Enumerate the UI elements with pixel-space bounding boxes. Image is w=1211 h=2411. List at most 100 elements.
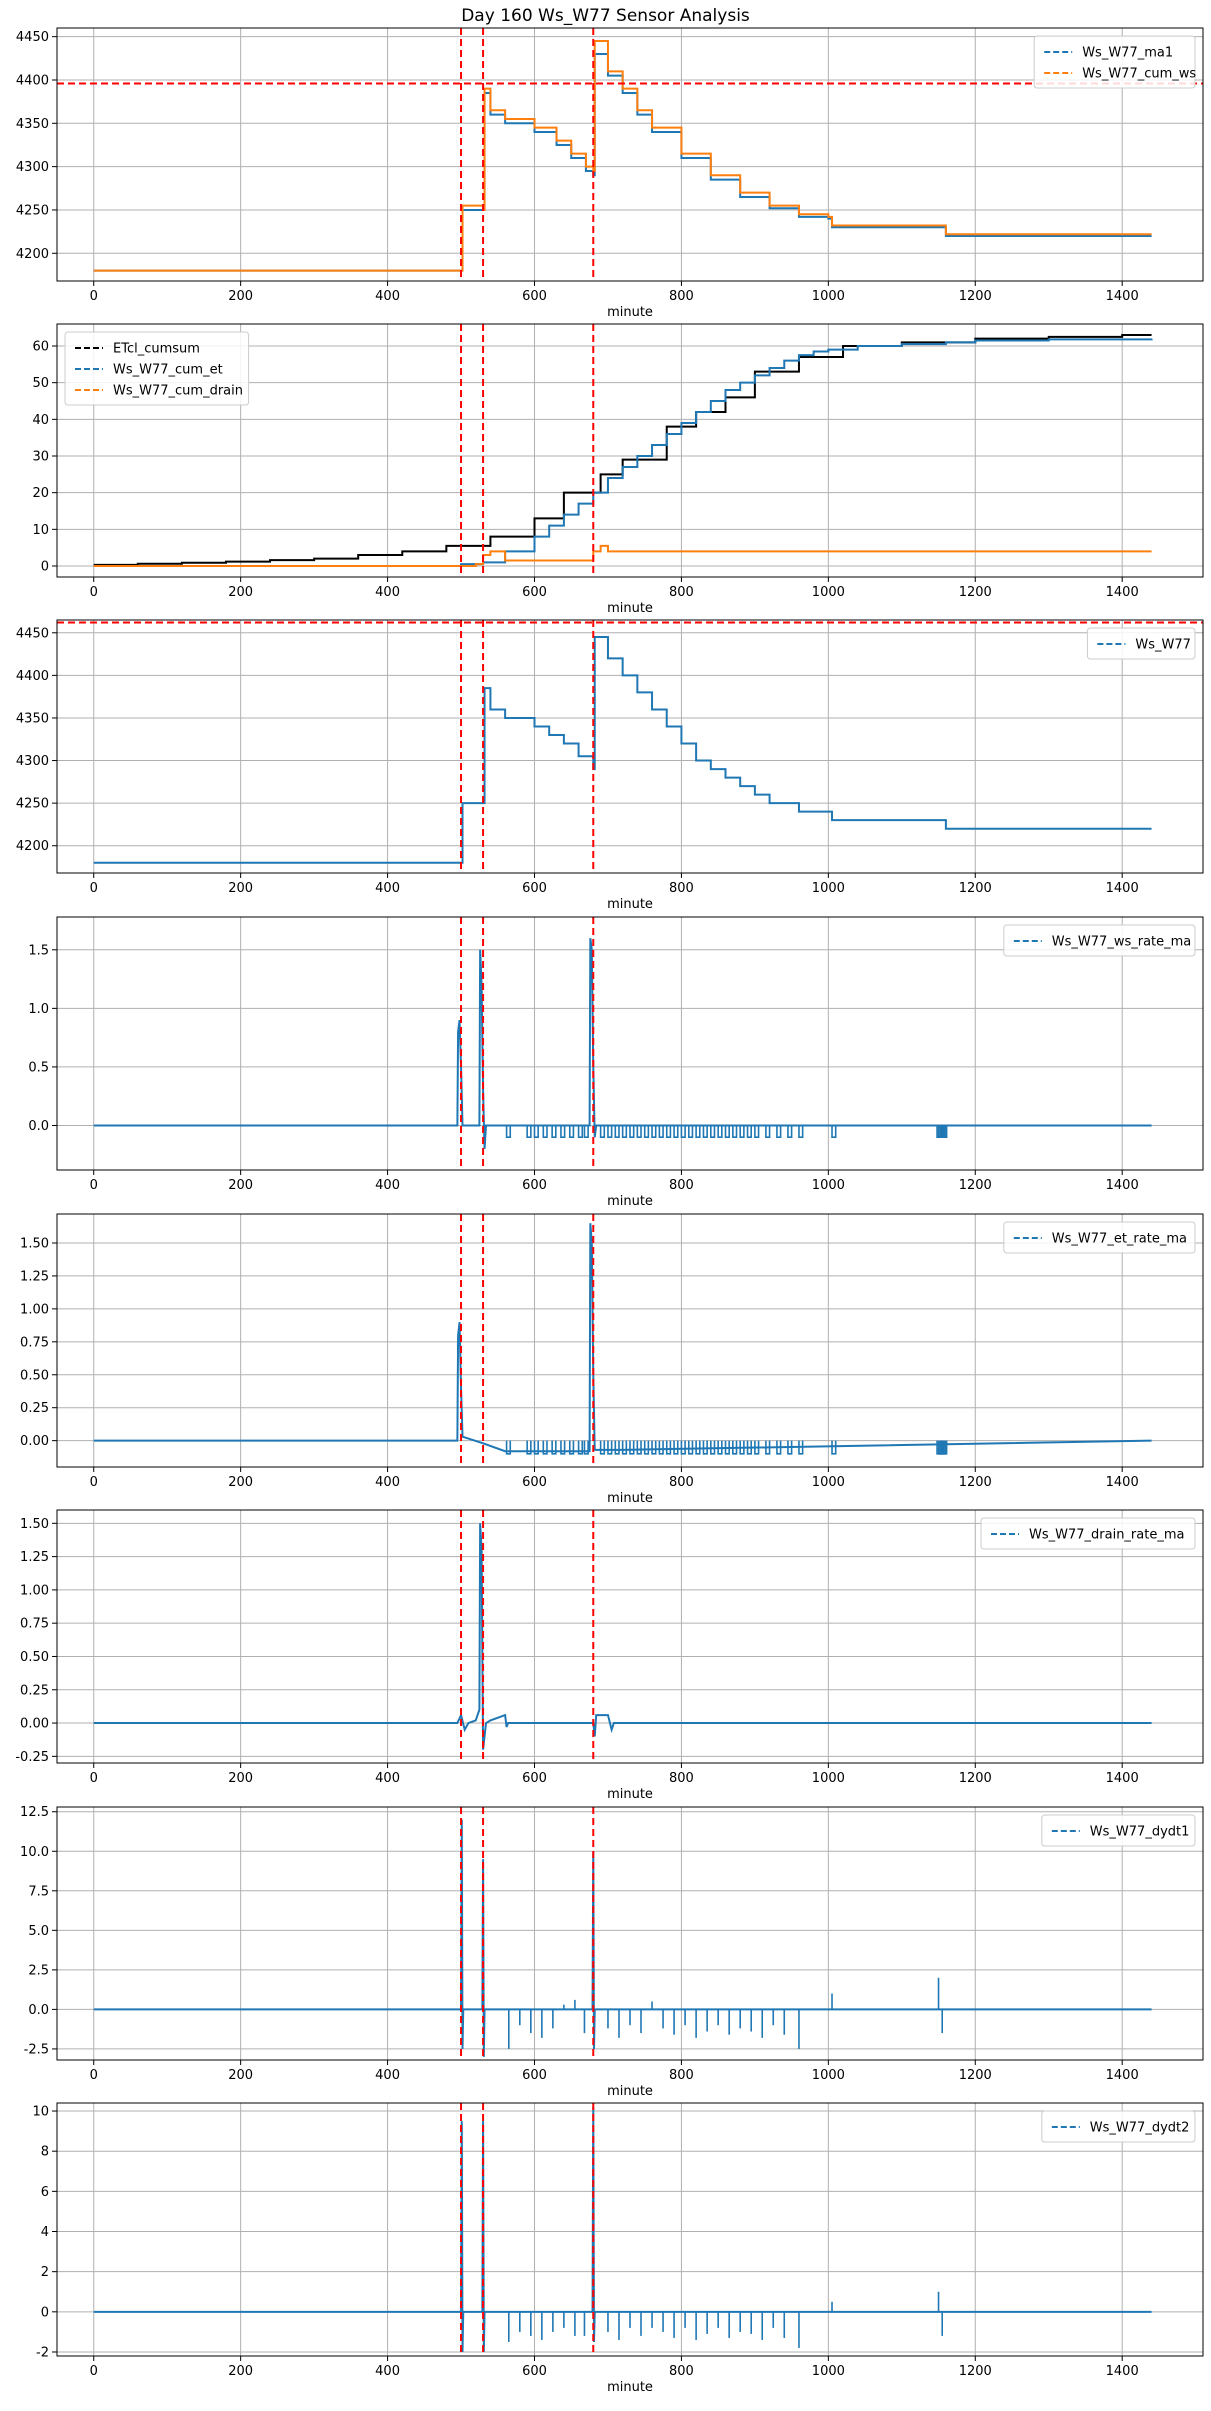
chart-panel-1: 0 200 400 600 800 1000 1200 1400 4200 4250 4300 435… bbox=[16, 27, 1204, 320]
x-tick-label: 200 bbox=[228, 2068, 253, 2083]
x-tick-label: 0 bbox=[90, 2068, 98, 2083]
chart-panel-2: 0 200 400 600 800 1000 1200 1400 0 10 20 30 40 50 60 mi… bbox=[32, 323, 1204, 616]
x-tick-label: 400 bbox=[375, 289, 400, 304]
pulse-mark bbox=[680, 1440, 686, 1455]
pulse-mark bbox=[717, 1125, 723, 1138]
legend-box bbox=[64, 331, 250, 406]
pulse-mark bbox=[560, 1125, 566, 1138]
pulse-mark bbox=[533, 1125, 539, 1138]
y-tick-label: 12.5 bbox=[20, 1805, 49, 1820]
pulse-mark bbox=[526, 1125, 532, 1138]
y-tick-label: -0.25 bbox=[15, 1750, 49, 1765]
y-tick-label: 4250 bbox=[16, 203, 49, 218]
y-tick-label: 0.25 bbox=[20, 1401, 49, 1416]
pulse-mark bbox=[665, 1125, 672, 1138]
x-tick-label: 0 bbox=[90, 881, 98, 896]
x-axis-label: minute bbox=[607, 1194, 653, 1209]
x-tick-label: 1400 bbox=[1106, 1178, 1139, 1193]
legend-box bbox=[1086, 627, 1196, 660]
y-tick-label: 8 bbox=[41, 2145, 49, 2160]
pulse-mark bbox=[710, 1125, 716, 1138]
pulse-mark bbox=[787, 1440, 793, 1455]
x-tick-label: 600 bbox=[522, 1178, 547, 1193]
y-tick-label: 4250 bbox=[16, 797, 49, 812]
pulse-mark bbox=[710, 1440, 716, 1455]
x-tick-label: 1400 bbox=[1106, 881, 1139, 896]
x-tick-label: 600 bbox=[522, 1771, 547, 1786]
legend-label: Ws_W77_drain_rate_ma bbox=[1029, 1528, 1184, 1543]
y-tick-label: 1.50 bbox=[20, 1236, 49, 1251]
series-line-Ws_W77_dydt2 bbox=[93, 2107, 1152, 2352]
legend: Ws_W77_ws_rate_ma bbox=[1003, 924, 1196, 957]
legend: Ws_W77_dydt2 bbox=[1041, 2110, 1196, 2143]
y-tick-label: 4200 bbox=[16, 839, 49, 854]
y-tick-label: 6 bbox=[41, 2185, 49, 2200]
x-tick-label: 800 bbox=[669, 1178, 694, 1193]
pulse-mark bbox=[776, 1440, 782, 1455]
x-tick-label: 800 bbox=[669, 1475, 694, 1490]
series-line-Ws_W77 bbox=[93, 636, 1152, 864]
x-tick-label: 0 bbox=[90, 2364, 98, 2379]
pulse-mark bbox=[583, 1125, 589, 1138]
x-tick-label: 400 bbox=[375, 585, 400, 600]
pulse-mark bbox=[526, 1440, 532, 1455]
x-tick-label: 0 bbox=[90, 1475, 98, 1490]
pulse-mark bbox=[636, 1125, 642, 1138]
y-tick-label: 1.00 bbox=[20, 1583, 49, 1598]
x-tick-label: 0 bbox=[90, 585, 98, 600]
pulse-mark bbox=[629, 1125, 635, 1138]
y-tick-label: 10 bbox=[32, 523, 49, 538]
y-tick-label: -2 bbox=[36, 2345, 49, 2360]
x-tick-label: 1200 bbox=[959, 289, 992, 304]
pulse-mark bbox=[505, 1440, 512, 1455]
pulse-mark bbox=[754, 1440, 760, 1455]
pulse-mark bbox=[614, 1440, 620, 1455]
series-line-Ws_W77_cum_et bbox=[93, 338, 1153, 567]
x-tick-label: 1200 bbox=[959, 1475, 992, 1490]
pulse-mark bbox=[831, 1440, 837, 1455]
legend-label: Ws_W77_cum_et bbox=[113, 363, 223, 378]
axes-frame bbox=[56, 27, 1204, 282]
y-tick-label: 60 bbox=[32, 340, 49, 355]
x-tick-label: 600 bbox=[522, 881, 547, 896]
x-tick-label: 400 bbox=[375, 2068, 400, 2083]
series-line-Ws_W77_ma1 bbox=[93, 52, 1152, 272]
pulse-mark bbox=[687, 1440, 694, 1455]
y-tick-label: 4350 bbox=[16, 711, 49, 726]
axes-frame bbox=[56, 1213, 1204, 1468]
y-tick-label: 4300 bbox=[16, 754, 49, 769]
y-tick-label: 0.00 bbox=[20, 1717, 49, 1732]
x-tick-label: 0 bbox=[90, 1178, 98, 1193]
legend-label: ETcl_cumsum bbox=[113, 342, 200, 357]
y-tick-label: 1.25 bbox=[20, 1550, 49, 1565]
pulse-mark bbox=[568, 1440, 575, 1455]
axes-frame bbox=[56, 916, 1204, 1171]
legend-label: Ws_W77 bbox=[1135, 638, 1191, 653]
pulse-mark bbox=[754, 1125, 760, 1138]
plot-area bbox=[93, 324, 1153, 577]
legend: Ws_W77_ma1 Ws_W77_cum_ws bbox=[1033, 35, 1196, 89]
x-tick-label: 1000 bbox=[812, 585, 845, 600]
y-tick-label: 4200 bbox=[16, 247, 49, 262]
pulse-mark bbox=[702, 1440, 708, 1455]
y-tick-label: 2 bbox=[41, 2265, 49, 2280]
x-tick-label: 1000 bbox=[812, 1771, 845, 1786]
legend-label: Ws_W77_cum_ws bbox=[1082, 67, 1196, 82]
chart-panel-3: 0 200 400 600 800 1000 1200 1400 4200 4250 4300 435… bbox=[16, 619, 1204, 912]
pulse-mark bbox=[765, 1125, 771, 1138]
x-tick-label: 600 bbox=[522, 2068, 547, 2083]
y-tick-label: 5.0 bbox=[28, 1924, 49, 1939]
pulse-mark bbox=[724, 1125, 730, 1138]
pulse-mark bbox=[665, 1440, 672, 1455]
pulse-mark bbox=[798, 1125, 804, 1138]
y-tick-label: 20 bbox=[32, 486, 49, 501]
legend-box bbox=[1003, 924, 1196, 957]
pulse-mark bbox=[687, 1125, 694, 1138]
x-tick-label: 800 bbox=[669, 585, 694, 600]
pulse-mark bbox=[695, 1125, 701, 1138]
y-tick-label: 0.25 bbox=[20, 1683, 49, 1698]
pulse-mark bbox=[621, 1440, 628, 1455]
y-tick-label: 4450 bbox=[16, 626, 49, 641]
x-tick-label: 0 bbox=[90, 1771, 98, 1786]
pulse-mark bbox=[658, 1440, 664, 1455]
